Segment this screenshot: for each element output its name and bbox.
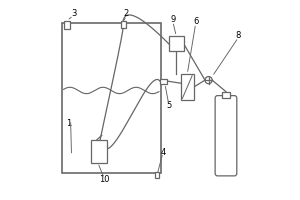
- Bar: [121, 21, 126, 28]
- Bar: [64, 21, 70, 28]
- Text: 10: 10: [99, 175, 110, 184]
- FancyBboxPatch shape: [215, 96, 237, 176]
- Bar: [169, 36, 184, 51]
- Text: 4: 4: [160, 148, 166, 157]
- Text: 1: 1: [66, 119, 71, 128]
- Text: 3: 3: [71, 9, 76, 18]
- Text: 8: 8: [236, 31, 241, 40]
- Bar: [154, 172, 159, 178]
- Text: 6: 6: [193, 17, 198, 26]
- Bar: [181, 74, 194, 100]
- Bar: [61, 23, 161, 173]
- Bar: [160, 79, 167, 84]
- Bar: [222, 92, 230, 98]
- Text: 9: 9: [170, 15, 176, 24]
- Text: 5: 5: [166, 101, 172, 110]
- Bar: [92, 140, 107, 163]
- Text: 7: 7: [214, 146, 219, 155]
- Text: 2: 2: [124, 9, 129, 18]
